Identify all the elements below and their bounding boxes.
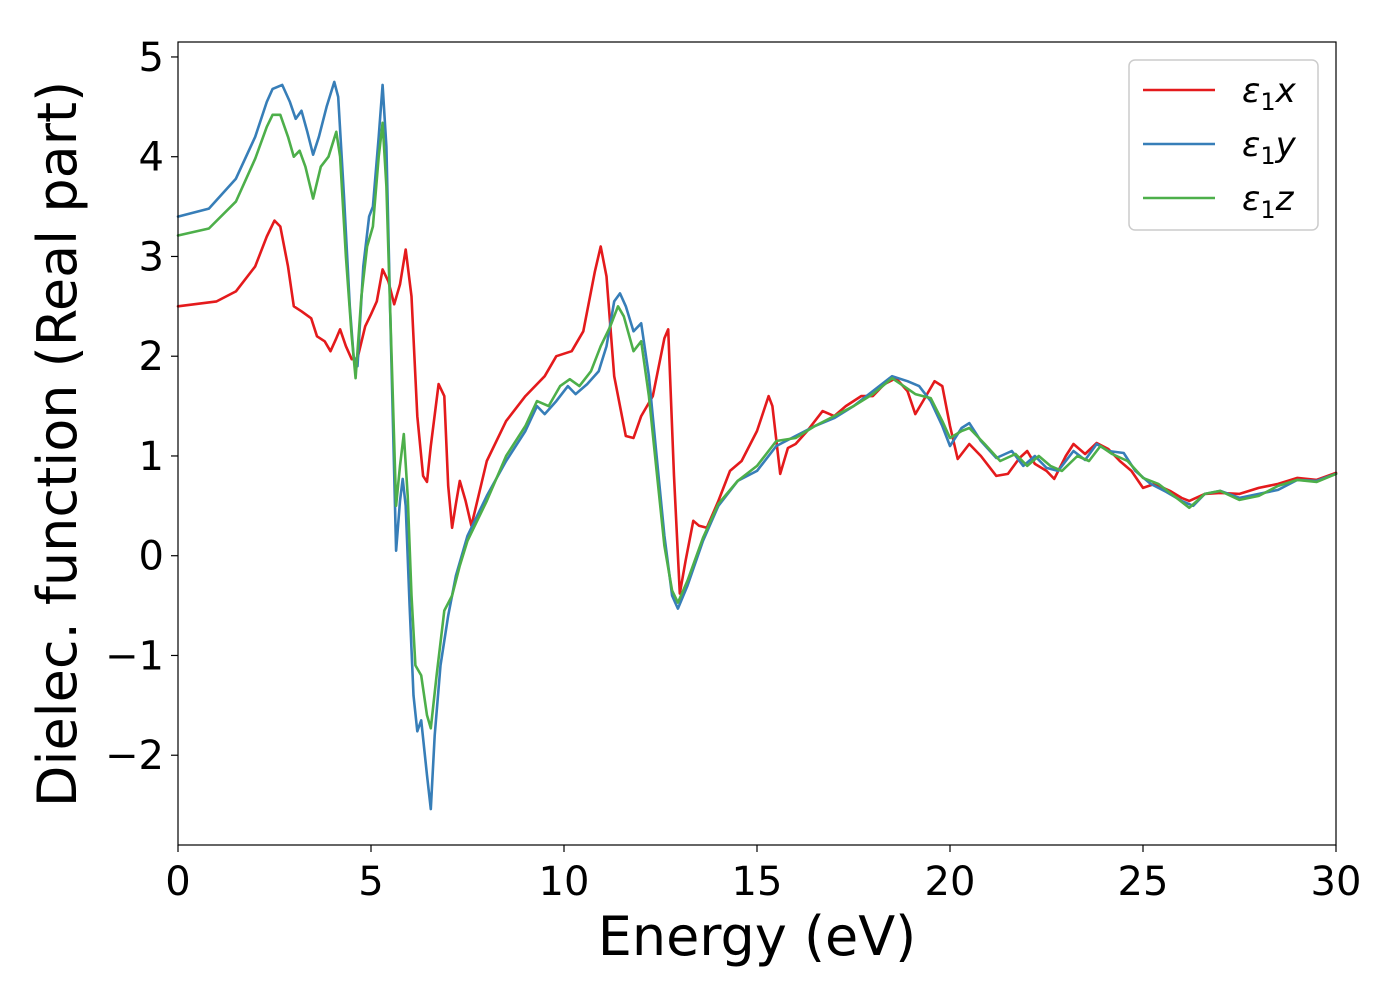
series-layer <box>176 80 1338 811</box>
y-tick-label: 0 <box>139 534 164 580</box>
y-tick-label: −2 <box>105 733 164 779</box>
y-tick-label: 4 <box>139 135 164 181</box>
y-tick-label: 3 <box>139 234 164 280</box>
series-line-z <box>176 113 1338 730</box>
x-tick-label: 5 <box>358 859 383 905</box>
legend-label-y: ε1y <box>1242 125 1297 170</box>
legend-box <box>1128 59 1319 231</box>
legend-label-x: ε1x <box>1242 71 1297 116</box>
series-line-x <box>176 219 1338 595</box>
x-tick-label: 20 <box>925 859 976 905</box>
y-tick-label: −1 <box>105 633 164 679</box>
x-tick-label: 10 <box>539 859 590 905</box>
y-tick-label: 2 <box>139 334 164 380</box>
x-tick-label: 25 <box>1118 859 1169 905</box>
y-axis: −2 −1 0 1 2 3 4 5 <box>105 35 178 779</box>
y-axis-label: Dielec. function (Real part) <box>26 81 89 807</box>
y-tick-label: 1 <box>139 434 164 480</box>
x-tick-label: 30 <box>1311 859 1362 905</box>
y-tick-label: 5 <box>139 35 164 81</box>
x-tick-label: 0 <box>165 859 190 905</box>
x-axis: 0 5 10 15 20 25 30 <box>165 845 1361 905</box>
legend-label-z: ε1z <box>1242 179 1295 224</box>
x-axis-label: Energy (eV) <box>598 905 917 968</box>
x-tick-label: 15 <box>732 859 783 905</box>
legend: ε1x ε1y ε1z <box>1128 59 1319 231</box>
